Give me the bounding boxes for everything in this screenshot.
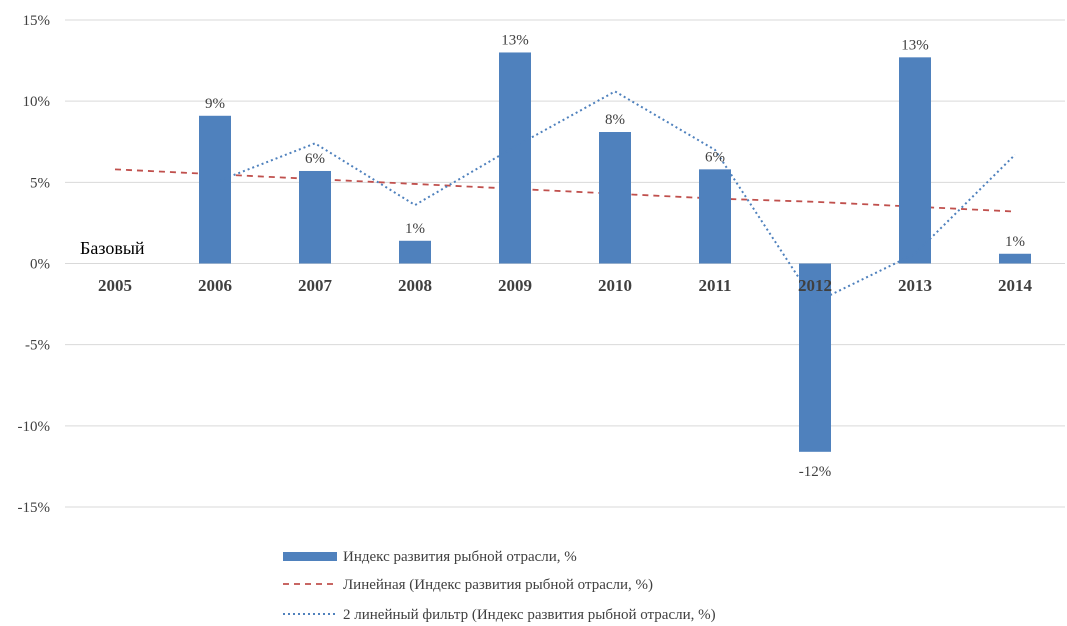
y-tick-label: 0% <box>30 257 50 273</box>
y-axis-ticks: 15% 10% 5% 0% -5% -10% -15% <box>18 13 51 516</box>
bar <box>799 263 831 452</box>
y-tick-label: -10% <box>18 419 51 435</box>
legend-label: Индекс развития рыбной отрасли, % <box>343 549 577 565</box>
y-tick-label: -5% <box>25 338 50 354</box>
bar <box>699 169 731 264</box>
data-label: 8% <box>605 112 625 128</box>
data-label: 13% <box>501 32 529 48</box>
bars-layer <box>199 52 1031 452</box>
data-labels: 9% 6% 1% 13% 8% 6% -12% 13% 1% <box>205 32 1025 479</box>
y-tick-label: 15% <box>23 13 51 29</box>
x-category-label: 2010 <box>598 276 632 295</box>
bar <box>299 170 331 264</box>
moving-average-line <box>214 90 1016 304</box>
data-label: 9% <box>205 96 225 112</box>
x-category-label: 2014 <box>998 276 1033 295</box>
trendline-layer <box>114 168 1016 213</box>
bar <box>999 253 1031 264</box>
bar <box>599 132 631 264</box>
base-year-annotation: Базовый <box>80 238 145 258</box>
legend-swatch-bars <box>283 552 337 561</box>
x-category-label: 2013 <box>898 276 932 295</box>
x-category-label: 2007 <box>298 276 333 295</box>
data-label: 6% <box>705 149 725 165</box>
bar <box>499 52 531 264</box>
data-label: 1% <box>1005 234 1025 250</box>
x-category-label: 2012 <box>798 276 832 295</box>
bar <box>199 115 231 264</box>
data-label: -12% <box>799 464 832 480</box>
x-category-label: 2008 <box>398 276 432 295</box>
x-category-label: 2009 <box>498 276 532 295</box>
data-label: 6% <box>305 151 325 167</box>
data-label: 13% <box>901 37 929 53</box>
x-category-label: 2005 <box>98 276 132 295</box>
bar <box>899 57 931 264</box>
legend: Индекс развития рыбной отрасли, % Линейна… <box>283 549 716 623</box>
legend-label: Линейная (Индекс развития рыбной отрасли… <box>343 577 653 593</box>
gridlines <box>65 19 1065 508</box>
x-category-label: 2006 <box>198 276 232 295</box>
bar <box>399 240 431 264</box>
legend-label: 2 линейный фильтр (Индекс развития рыбно… <box>343 607 716 623</box>
y-tick-label: 5% <box>30 175 50 191</box>
x-category-label: 2011 <box>698 276 731 295</box>
y-tick-label: -15% <box>18 500 51 516</box>
moving-average-layer <box>214 90 1016 304</box>
y-tick-label: 10% <box>23 94 51 110</box>
linear-trendline <box>114 168 1016 213</box>
data-label: 1% <box>405 221 425 237</box>
x-axis-categories: 2005 2006 2007 2008 2009 2010 2011 2012 2013 2014 <box>98 276 1033 295</box>
